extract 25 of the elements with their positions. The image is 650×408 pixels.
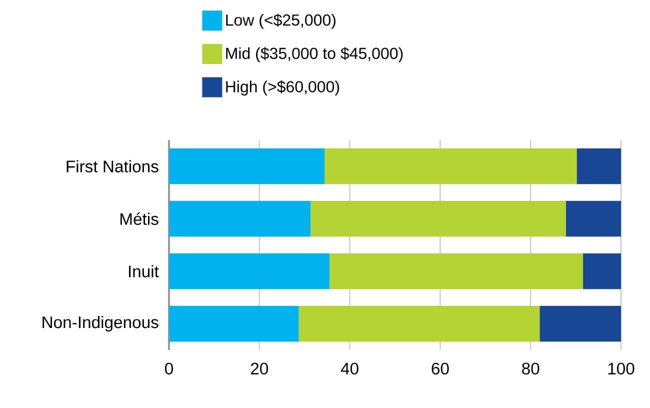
bar [169, 306, 299, 342]
x-tick-label: 40 [340, 362, 358, 375]
x-tick-label: 100 [608, 362, 634, 375]
bar [310, 200, 566, 237]
bar [540, 306, 622, 342]
x-tick-label: 20 [250, 362, 268, 375]
bar [169, 253, 330, 290]
x-tick-label: 60 [432, 362, 449, 375]
bar [169, 200, 310, 237]
bar [169, 148, 324, 184]
legend-label: Low (<$25,000) [226, 14, 336, 29]
legend-label: Mid ($35,000 to $45,000) [226, 47, 403, 62]
legend-label: High (>$60,000) [226, 80, 340, 96]
bar [566, 200, 622, 237]
bar [298, 306, 540, 342]
bar [329, 253, 584, 290]
bar [583, 253, 622, 290]
bar [576, 148, 622, 184]
y-tick-label: Inuit [129, 265, 159, 278]
y-tick-label: First Nations [66, 160, 158, 172]
bar [324, 148, 577, 184]
y-tick-label: Métis [120, 212, 158, 225]
x-tick-label: 0 [165, 362, 173, 375]
y-tick-label: Non-Indigenous [42, 316, 158, 332]
x-tick-label: 80 [522, 362, 540, 375]
